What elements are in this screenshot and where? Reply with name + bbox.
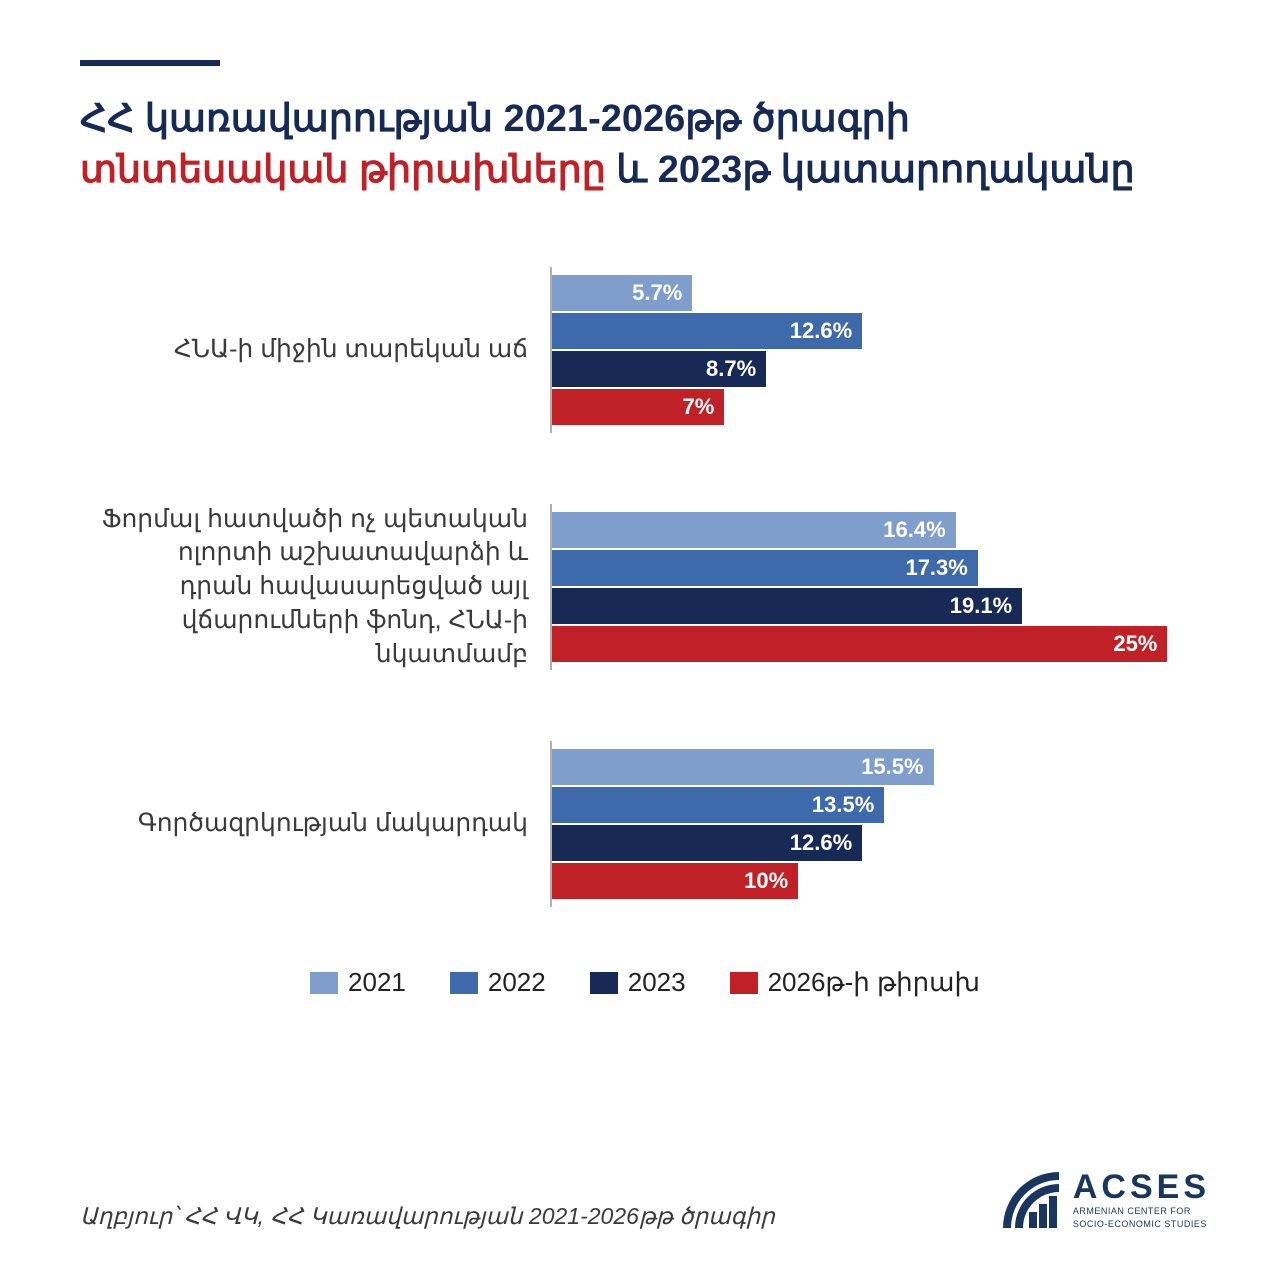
category-label: Գործազրկության մակարդակ — [100, 807, 550, 841]
bar: 5.7% — [552, 275, 692, 311]
bar: 15.5% — [552, 749, 934, 785]
legend-swatch — [590, 972, 618, 994]
bar-row: 17.3% — [552, 550, 1190, 586]
bars-column: 15.5%13.5%12.6%10% — [550, 741, 1190, 907]
legend-label: 2026թ-ի թիրախ — [768, 967, 980, 998]
logo-text: ACSES ARMENIAN CENTER FOR SOCIO-ECONOMIC… — [1073, 1170, 1210, 1230]
bar: 8.7% — [552, 351, 766, 387]
bar: 12.6% — [552, 825, 862, 861]
source-text: Աղբյուր՝ ՀՀ ՎԿ, ՀՀ Կառավարության 2021-20… — [80, 1203, 775, 1230]
bar: 17.3% — [552, 550, 978, 586]
bar-row: 12.6% — [552, 825, 1190, 861]
legend-item: 2021 — [310, 967, 406, 998]
bar-row: 10% — [552, 863, 1190, 899]
bar-row: 25% — [552, 626, 1190, 662]
logo-main: ACSES — [1073, 1170, 1210, 1204]
category-label: ՀՆԱ-ի միջին տարեկան աճ — [100, 333, 550, 367]
logo-icon — [1003, 1172, 1059, 1228]
bar: 13.5% — [552, 787, 884, 823]
legend-label: 2021 — [348, 967, 406, 998]
title-line1: ՀՀ կառավարության 2021-2026թթ ծրագրի — [80, 98, 910, 140]
legend-item: 2026թ-ի թիրախ — [730, 967, 980, 998]
bar: 10% — [552, 863, 798, 899]
title-highlight: տնտեսական թիրախները — [80, 149, 606, 191]
legend-label: 2023 — [628, 967, 686, 998]
chart-legend: 2021 2022 2023 2026թ-ի թիրախ — [80, 967, 1210, 998]
bar: 19.1% — [552, 588, 1022, 624]
legend-swatch — [450, 972, 478, 994]
bar-row: 8.7% — [552, 351, 1190, 387]
legend-item: 2022 — [450, 967, 546, 998]
bar: 7% — [552, 389, 724, 425]
page-title: ՀՀ կառավարության 2021-2026թթ ծրագրի տնտե… — [80, 94, 1210, 197]
bar-row: 7% — [552, 389, 1190, 425]
bar: 16.4% — [552, 512, 956, 548]
legend-item: 2023 — [590, 967, 686, 998]
title-rule — [80, 60, 220, 66]
chart-group: ՀՆԱ-ի միջին տարեկան աճ5.7%12.6%8.7%7% — [100, 267, 1210, 433]
title-line2b: և 2023թ կատարողականը — [606, 149, 1135, 191]
bar-row: 16.4% — [552, 512, 1190, 548]
bar: 12.6% — [552, 313, 862, 349]
chart-group: Գործազրկության մակարդակ15.5%13.5%12.6%10… — [100, 741, 1210, 907]
legend-swatch — [310, 972, 338, 994]
logo-sub1: ARMENIAN CENTER FOR — [1073, 1206, 1210, 1217]
bar-row: 13.5% — [552, 787, 1190, 823]
legend-label: 2022 — [488, 967, 546, 998]
bar: 25% — [552, 626, 1167, 662]
bar-row: 15.5% — [552, 749, 1190, 785]
chart-group: Ֆորմալ հատվածի ոչ պետական ոլորտի աշխատավ… — [100, 503, 1210, 672]
bar-row: 5.7% — [552, 275, 1190, 311]
footer: Աղբյուր՝ ՀՀ ՎԿ, ՀՀ Կառավարության 2021-20… — [80, 1170, 1210, 1230]
bars-column: 16.4%17.3%19.1%25% — [550, 504, 1190, 670]
acses-logo: ACSES ARMENIAN CENTER FOR SOCIO-ECONOMIC… — [1003, 1170, 1210, 1230]
bar-row: 19.1% — [552, 588, 1190, 624]
bars-column: 5.7%12.6%8.7%7% — [550, 267, 1190, 433]
bar-chart: ՀՆԱ-ի միջին տարեկան աճ5.7%12.6%8.7%7%Ֆոր… — [100, 267, 1210, 908]
logo-sub2: SOCIO-ECONOMIC STUDIES — [1073, 1219, 1210, 1230]
category-label: Ֆորմալ հատվածի ոչ պետական ոլորտի աշխատավ… — [100, 503, 550, 672]
bar-row: 12.6% — [552, 313, 1190, 349]
legend-swatch — [730, 972, 758, 994]
